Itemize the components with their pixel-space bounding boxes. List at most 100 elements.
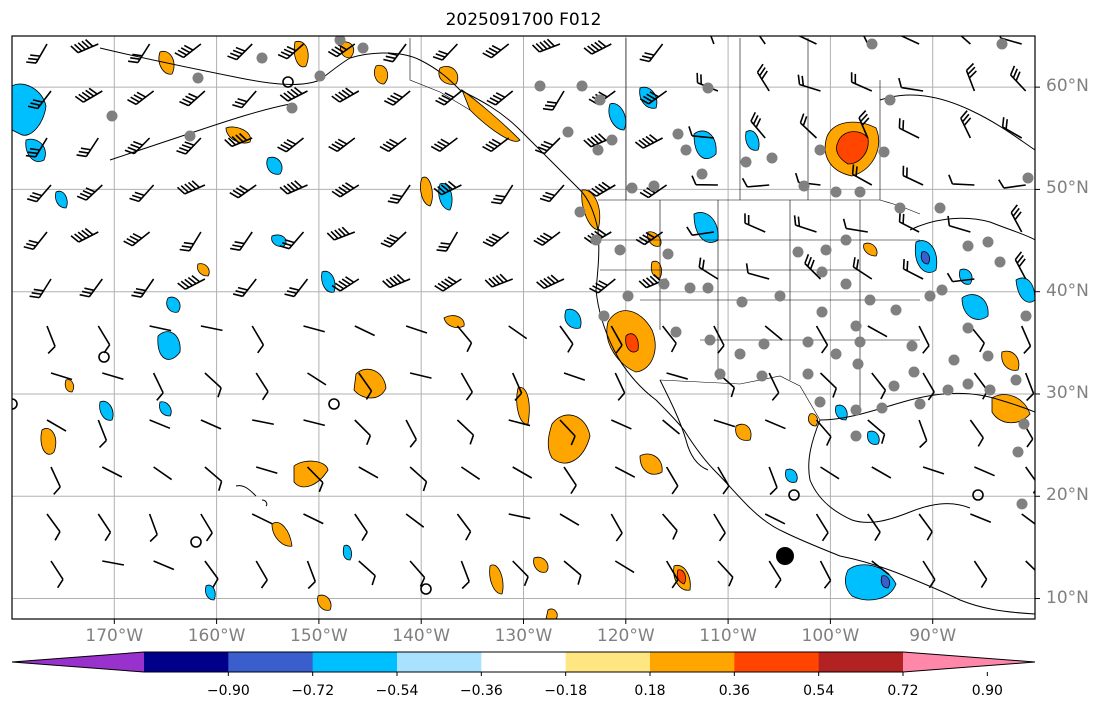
station-marker — [962, 378, 974, 390]
wind-barb — [50, 372, 73, 381]
wind-barb — [1025, 560, 1035, 586]
positive-patch — [735, 423, 752, 441]
station-marker — [814, 144, 826, 156]
colorbar-level-label: 0.90 — [971, 683, 1003, 699]
station-marker — [982, 350, 994, 362]
negative-patch — [961, 294, 989, 320]
colorbar-swatch — [734, 652, 820, 672]
colorbar-swatch — [312, 652, 398, 672]
strong-negative-patch — [920, 251, 930, 265]
wind-barb — [531, 38, 561, 53]
map-title: 2025091700 F012 — [445, 10, 602, 30]
wind-barb — [953, 36, 971, 45]
wind-barb — [970, 513, 992, 523]
station-marker — [840, 278, 852, 290]
wind-barb — [29, 278, 52, 299]
station-marker — [982, 236, 994, 248]
wind-barb — [436, 231, 459, 252]
positive-patch — [1001, 350, 1020, 371]
wind-barb — [279, 86, 308, 102]
wind-barb — [851, 164, 873, 186]
wind-barb — [1024, 372, 1035, 402]
longitude-label: 150°W — [290, 626, 348, 646]
wind-barb — [946, 272, 975, 283]
wind-barb — [433, 180, 462, 196]
wind-barb — [482, 43, 510, 59]
wind-barb — [764, 419, 786, 430]
wind-barb — [922, 372, 935, 401]
wind-barb — [898, 212, 920, 233]
wind-barb — [251, 513, 273, 525]
wind-barb — [947, 215, 971, 233]
station-marker — [816, 266, 828, 278]
wind-barb — [279, 180, 308, 195]
wind-barb — [204, 466, 223, 491]
station-marker — [914, 398, 926, 410]
wind-barb — [460, 372, 473, 401]
station-marker — [816, 306, 828, 318]
wind-barb — [717, 560, 734, 587]
latitude-label: 40°N — [1046, 280, 1089, 301]
wind-barb — [252, 419, 274, 426]
wind-barb — [70, 227, 99, 243]
wind-barb — [508, 325, 528, 340]
wind-barb — [610, 419, 632, 430]
station-marker — [1022, 172, 1034, 184]
wind-barb — [1001, 117, 1023, 139]
wind-barb — [698, 257, 719, 280]
negative-patch — [342, 544, 352, 561]
station-marker — [1016, 498, 1028, 510]
wind-barb — [686, 226, 715, 237]
wind-barb — [409, 466, 428, 492]
wind-barb — [713, 513, 726, 542]
positive-patch — [271, 522, 293, 547]
wind-barb — [129, 184, 155, 203]
wind-barb — [768, 372, 780, 401]
hudson-region — [879, 94, 1035, 151]
station-marker — [1010, 374, 1022, 386]
wind-barb — [303, 419, 326, 427]
wind-barb — [224, 132, 253, 148]
wind-barb — [539, 184, 565, 203]
wind-barb — [70, 39, 99, 54]
wind-barb — [960, 110, 972, 139]
wind-barb — [460, 560, 470, 590]
wind-barb — [665, 560, 679, 589]
wind-barb — [148, 513, 158, 543]
wind-barb — [639, 43, 664, 63]
wind-barb — [456, 513, 472, 541]
station-marker — [286, 102, 298, 114]
positive-patch — [438, 66, 459, 85]
wind-barb — [745, 263, 770, 280]
wind-barb — [50, 466, 61, 495]
wind-barb — [486, 90, 514, 106]
negative-patch — [12, 83, 47, 136]
wind-barb — [284, 278, 309, 298]
colorbar-level-label: 0.72 — [887, 683, 919, 699]
wind-barb — [434, 276, 462, 292]
wind-barb — [867, 325, 888, 338]
wind-barb — [797, 74, 821, 92]
colorbar-level-label: −0.72 — [291, 683, 335, 699]
wind-barb — [852, 257, 873, 280]
wind-barb — [179, 231, 202, 252]
station-markers — [106, 36, 1034, 510]
station-marker — [658, 278, 670, 290]
wind-barb — [1014, 251, 1027, 280]
wind-barb — [179, 90, 206, 107]
station-marker — [576, 80, 588, 92]
wind-barb — [614, 560, 635, 574]
positive-patch — [197, 263, 210, 277]
station-marker — [888, 380, 900, 392]
station-marker — [562, 126, 574, 138]
wind-barb — [610, 325, 623, 354]
colorbar-outline — [11, 651, 1036, 673]
negative-patch — [99, 400, 114, 421]
wind-barb — [583, 133, 612, 148]
wind-barb — [204, 560, 219, 588]
colorbar-swatch — [228, 652, 314, 672]
wind-barb — [661, 325, 677, 353]
station-marker — [648, 180, 660, 192]
calm-circle — [282, 76, 294, 88]
wind-barb — [898, 77, 924, 92]
